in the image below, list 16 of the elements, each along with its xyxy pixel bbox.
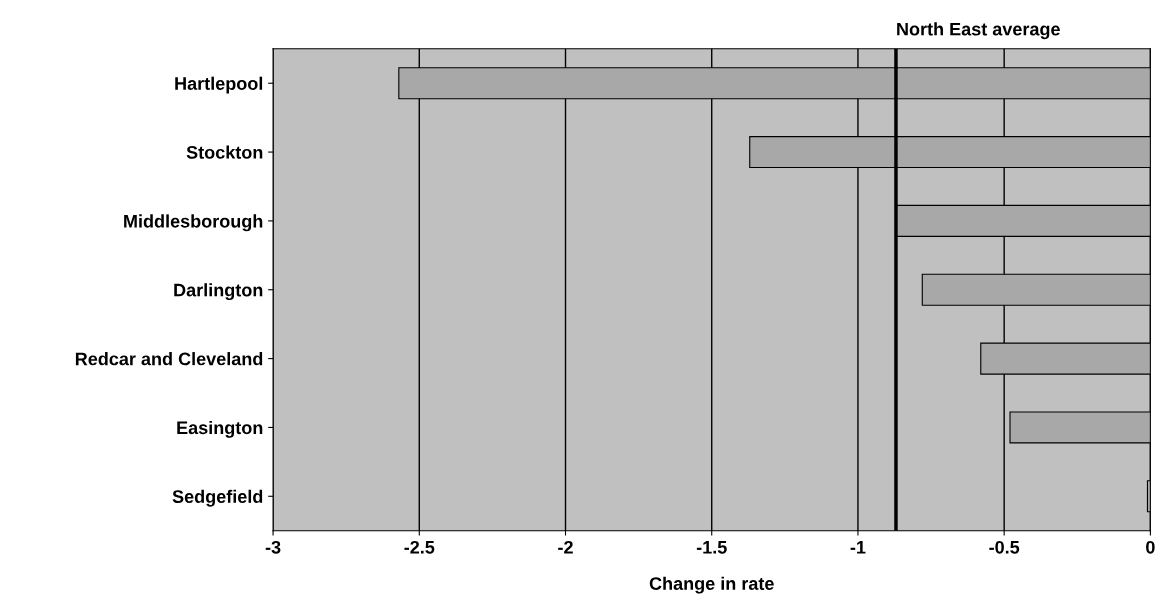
y-tick-label: Hartlepool [175,76,263,94]
y-tick-label: Easington [177,420,263,438]
x-tick-label: -1.5 [696,541,727,554]
x-tick-label: -1 [850,541,866,554]
x-tick-label: -2.5 [404,540,435,554]
x-tick-label: -2 [558,540,573,554]
y-tick-label: Middlesborough [124,214,263,232]
y-tick-label: Redcar and Cleveland [75,352,263,366]
x-tick-label: -0.5 [989,540,1020,554]
y-tick-label: Stockton [186,145,263,159]
x-tick-label: -3 [265,540,281,554]
y-tick-label: Darlington [174,283,263,301]
x-tick-label: 0 [1146,540,1155,554]
ref-line-label: North East average [897,22,1060,40]
x-axis-title: Change in rate [649,576,774,594]
y-tick-label: Sedgefield [172,489,263,507]
